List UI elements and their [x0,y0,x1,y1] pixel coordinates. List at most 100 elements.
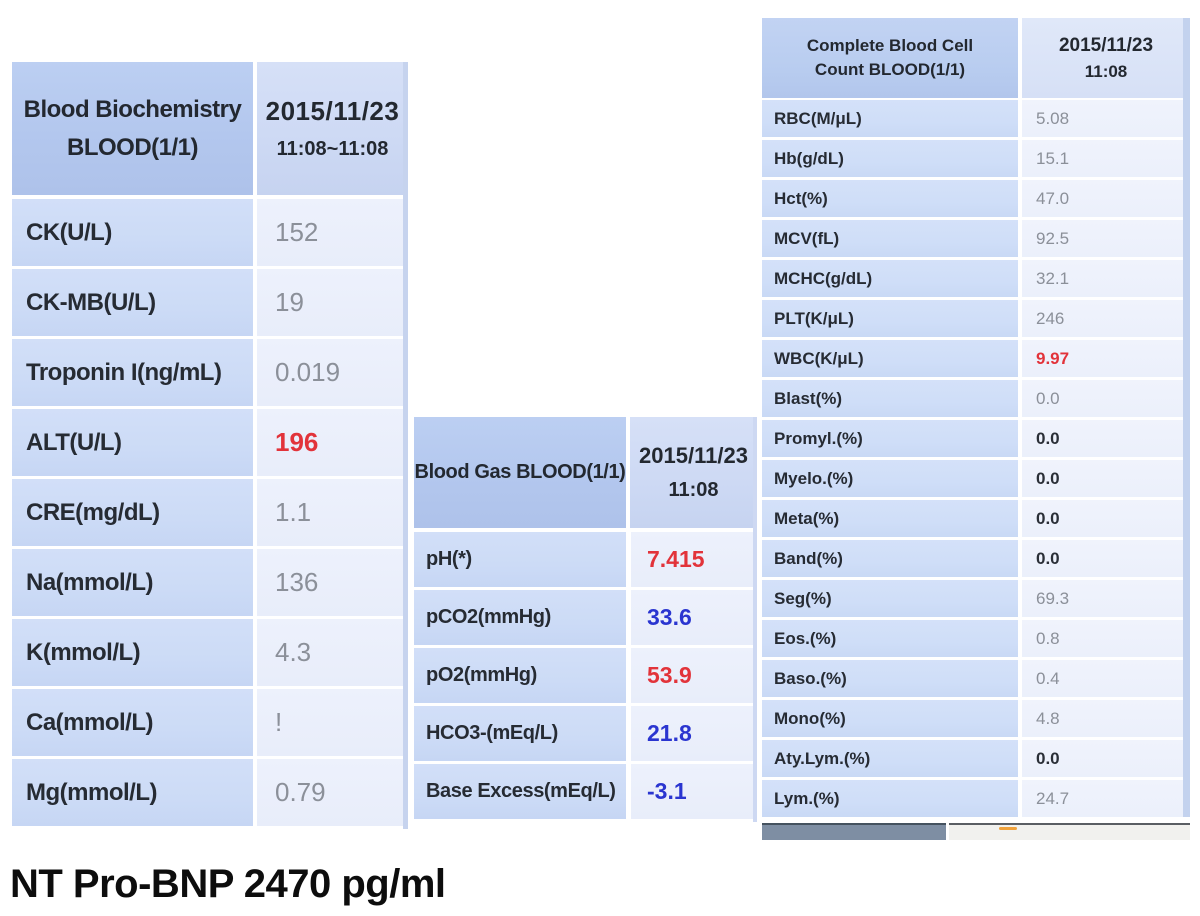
row-value: 0.0 [1022,500,1190,537]
row-value: 69.3 [1022,580,1190,617]
table-row: Mono(%) 4.8 [762,700,1190,737]
row-label: CK-MB(U/L) [12,269,253,336]
scrollbar-thumb[interactable] [762,823,946,840]
row-label: Band(%) [762,540,1018,577]
row-value: 53.9 [631,648,757,703]
row-value: 0.019 [257,339,408,406]
row-label: CK(U/L) [12,199,253,266]
table-row: Mg(mmol/L) 0.79 [12,759,408,826]
row-label: ALT(U/L) [12,409,253,476]
table-rows: RBC(M/μL) 5.08 Hb(g/dL) 15.1 Hct(%) 47.0 MCV(f… [762,100,1190,820]
blood-gas-table: Blood Gas BLOOD(1/1) 2015/11/23 11:08 pH… [414,417,757,822]
table-row: Aty.Lym.(%) 0.0 [762,740,1190,777]
row-value: 1.1 [257,479,408,546]
row-label: CRE(mg/dL) [12,479,253,546]
cbc-table: Complete Blood Cell Count BLOOD(1/1) 201… [762,18,1190,820]
horizontal-scrollbar[interactable] [762,823,1190,840]
table-row: Band(%) 0.0 [762,540,1190,577]
table-header: Complete Blood Cell Count BLOOD(1/1) 201… [762,18,1190,98]
table-row: Base Excess(mEq/L) -3.1 [414,764,757,819]
row-value: 0.0 [1022,740,1190,777]
row-label: RBC(M/μL) [762,100,1018,137]
table-row: Troponin I(ng/mL) 0.019 [12,339,408,406]
table-row: MCHC(g/dL) 32.1 [762,260,1190,297]
table-rows: CK(U/L) 152 CK-MB(U/L) 19 Troponin I(ng/mL) 0… [12,199,408,829]
row-value: 92.5 [1022,220,1190,257]
scroll-indicator-icon [999,827,1017,830]
table-title-line1: Complete Blood Cell [806,36,974,56]
table-row: K(mmol/L) 4.3 [12,619,408,686]
row-value: 9.97 [1022,340,1190,377]
row-value: 15.1 [1022,140,1190,177]
table-right-edge [403,62,408,829]
row-label: Mono(%) [762,700,1018,737]
row-value: 0.79 [257,759,408,826]
table-right-edge [1183,18,1190,817]
table-row: CRE(mg/dL) 1.1 [12,479,408,546]
row-label: MCV(fL) [762,220,1018,257]
row-label: Aty.Lym.(%) [762,740,1018,777]
row-value: 47.0 [1022,180,1190,217]
table-row: Blast(%) 0.0 [762,380,1190,417]
row-label: pO2(mmHg) [414,648,626,703]
table-row: CK(U/L) 152 [12,199,408,266]
row-value: 5.08 [1022,100,1190,137]
row-value: 152 [257,199,408,266]
table-row: Hb(g/dL) 15.1 [762,140,1190,177]
table-row: pCO2(mmHg) 33.6 [414,590,757,645]
table-row: Myelo.(%) 0.0 [762,460,1190,497]
row-label: pH(*) [414,532,626,587]
row-value: 32.1 [1022,260,1190,297]
table-row: HCO3-(mEq/L) 21.8 [414,706,757,761]
row-label: pCO2(mmHg) [414,590,626,645]
table-title-line2: BLOOD(1/1) [66,133,199,161]
row-value: 0.4 [1022,660,1190,697]
table-header: Blood Biochemistry BLOOD(1/1) 2015/11/23… [12,62,408,195]
table-right-edge [753,417,757,822]
table-row: Meta(%) 0.0 [762,500,1190,537]
row-label: Mg(mmol/L) [12,759,253,826]
scrollbar-track[interactable] [949,823,1190,840]
table-row: Baso.(%) 0.4 [762,660,1190,697]
row-label: K(mmol/L) [12,619,253,686]
table-title-line1: Blood Gas BLOOD(1/1) [414,461,626,483]
table-title: Blood Gas BLOOD(1/1) [414,417,626,528]
row-label: HCO3-(mEq/L) [414,706,626,761]
row-value: 7.415 [631,532,757,587]
row-label: Hct(%) [762,180,1018,217]
row-value: 21.8 [631,706,757,761]
date-text: 2015/11/23 [639,443,748,468]
row-value: 4.8 [1022,700,1190,737]
table-date-header: 2015/11/23 11:08 [1022,18,1190,98]
table-date-header: 2015/11/23 11:08 [630,417,757,528]
table-date-header: 2015/11/23 11:08~11:08 [257,62,408,195]
row-label: PLT(K/μL) [762,300,1018,337]
row-value: 0.0 [1022,420,1190,457]
table-row: Eos.(%) 0.8 [762,620,1190,657]
date-text: 2015/11/23 [1058,34,1154,56]
row-label: Troponin I(ng/mL) [12,339,253,406]
row-value: 19 [257,269,408,336]
row-label: Promyl.(%) [762,420,1018,457]
row-value: -3.1 [631,764,757,819]
time-text: 11:08~11:08 [276,138,389,160]
table-title: Blood Biochemistry BLOOD(1/1) [12,62,253,195]
nt-pro-bnp-note: NT Pro-BNP 2470 pg/ml [10,862,446,906]
row-value: 0.0 [1022,380,1190,417]
row-label: Lym.(%) [762,780,1018,817]
row-value: 0.0 [1022,460,1190,497]
row-value: 33.6 [631,590,757,645]
row-label: Myelo.(%) [762,460,1018,497]
row-label: MCHC(g/dL) [762,260,1018,297]
row-label: Seg(%) [762,580,1018,617]
table-title-line2: Count BLOOD(1/1) [814,60,966,79]
row-label: WBC(K/μL) [762,340,1018,377]
table-rows: pH(*) 7.415 pCO2(mmHg) 33.6 pO2(mmHg) 53.9 HCO… [414,532,757,822]
row-label: Ca(mmol/L) [12,689,253,756]
row-label: Baso.(%) [762,660,1018,697]
table-row: ALT(U/L) 196 [12,409,408,476]
date-text: 2015/11/23 [265,96,400,126]
table-title: Complete Blood Cell Count BLOOD(1/1) [762,18,1018,98]
row-value: 246 [1022,300,1190,337]
time-text: 11:08 [668,479,719,501]
